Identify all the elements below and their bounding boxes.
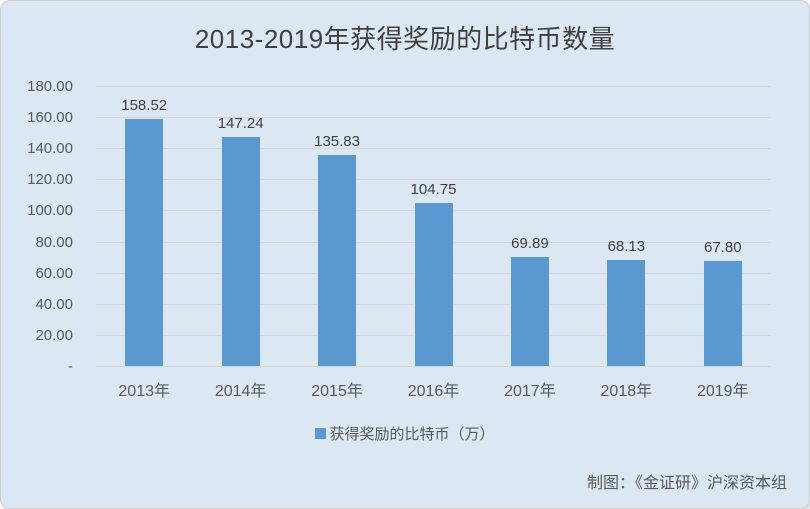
bar-2013年 [125,119,164,366]
y-axis-tick-label: 160.00 [27,109,73,127]
y-axis-tick-label: 100.00 [27,202,73,220]
bar-value-label: 158.52 [121,97,168,115]
bar-2019年 [703,260,742,366]
bar-value-label: 147.24 [217,114,264,132]
y-axis-tick-label: 20.00 [35,326,73,344]
legend-label: 获得奖励的比特币（万） [329,426,495,443]
x-axis-tick-label: 2015年 [311,383,363,400]
gridline [96,86,771,87]
bar-value-label: 69.89 [511,235,549,253]
y-axis-tick-label: 180.00 [27,78,73,95]
x-axis-tick-label: 2016年 [407,383,460,400]
chart-title: 2013-2019年获得奖励的比特币数量 [194,24,616,54]
x-axis-tick-label: 2019年 [696,383,749,400]
bar-2017年 [510,257,549,366]
x-axis-tick-label: 2013年 [118,383,170,400]
y-axis-tick-label: 80.00 [35,233,73,251]
legend: 获得奖励的比特币（万） [1,423,809,444]
gridline [96,117,771,119]
bar-2014年 [221,136,260,366]
y-axis-tick-label: - [68,358,73,375]
bar-value-label: 67.80 [704,238,742,256]
bar-2016年 [414,203,453,366]
bar-value-label: 104.75 [410,181,457,199]
x-axis-tick-label: 2018年 [600,383,653,400]
gridline [96,148,771,150]
y-axis-tick-label: 120.00 [27,171,73,189]
bar-2018年 [607,260,646,366]
gridline [96,366,771,367]
x-axis-tick-label: 2017年 [504,383,556,400]
y-axis-tick-label: 60.00 [35,264,73,282]
bar-2015年 [318,154,357,366]
bar-value-label: 68.13 [607,238,646,256]
gridline [96,179,771,181]
y-axis-tick-label: 40.00 [35,295,73,313]
legend-marker-icon [315,428,327,439]
y-axis-tick-label: 140.00 [27,140,73,158]
bar-value-label: 135.83 [314,132,360,150]
credit-text: 制图：《金证研》沪深资本组 [586,475,787,492]
x-axis-tick-label: 2014年 [214,383,267,400]
